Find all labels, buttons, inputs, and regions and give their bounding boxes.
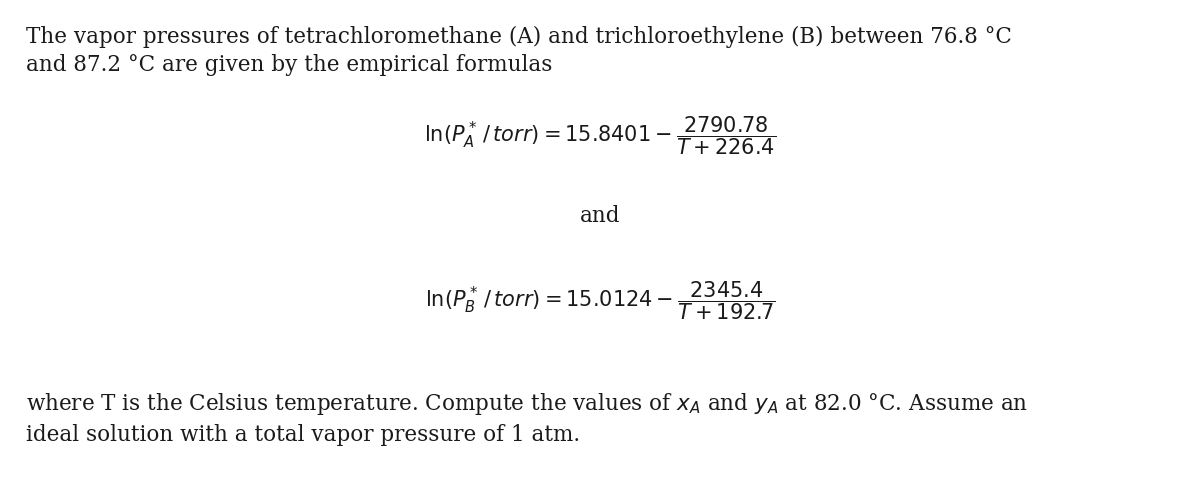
Text: and 87.2 °C are given by the empirical formulas: and 87.2 °C are given by the empirical f… <box>26 54 553 76</box>
Text: $\mathrm{ln}(P_B^*\,/\,torr) = 15.0124 - \dfrac{2345.4}{T+192.7}$: $\mathrm{ln}(P_B^*\,/\,torr) = 15.0124 -… <box>425 280 775 322</box>
Text: where T is the Celsius temperature. Compute the values of $x_A$ and $y_A$ at 82.: where T is the Celsius temperature. Comp… <box>26 391 1028 417</box>
Text: and: and <box>580 205 620 227</box>
Text: ideal solution with a total vapor pressure of 1 atm.: ideal solution with a total vapor pressu… <box>26 424 581 446</box>
Text: $\mathrm{ln}(P_A^*\,/\,torr) = 15.8401 - \dfrac{2790.78}{T+226.4}$: $\mathrm{ln}(P_A^*\,/\,torr) = 15.8401 -… <box>424 115 776 157</box>
Text: The vapor pressures of tetrachloromethane (A) and trichloroethylene (B) between : The vapor pressures of tetrachloromethan… <box>26 26 1013 48</box>
